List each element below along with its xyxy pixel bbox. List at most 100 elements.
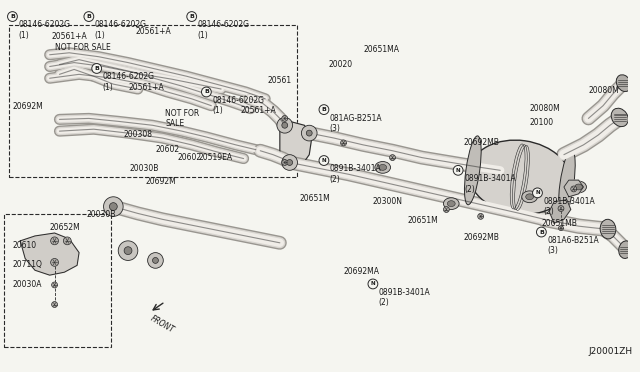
- Text: N: N: [456, 168, 460, 173]
- Polygon shape: [549, 200, 571, 223]
- Circle shape: [92, 64, 102, 73]
- Text: NOT FOR
SALE: NOT FOR SALE: [165, 109, 200, 128]
- Circle shape: [277, 118, 292, 133]
- Circle shape: [109, 203, 117, 211]
- Text: 0891B-3401A
(2): 0891B-3401A (2): [464, 174, 516, 194]
- Circle shape: [368, 279, 378, 289]
- Text: 200308: 200308: [123, 130, 152, 139]
- Text: N: N: [322, 158, 326, 163]
- Text: 20692MB: 20692MB: [463, 138, 499, 147]
- Circle shape: [287, 160, 292, 166]
- Text: 20602: 20602: [156, 145, 180, 154]
- Ellipse shape: [465, 136, 481, 205]
- Ellipse shape: [375, 161, 390, 173]
- Circle shape: [282, 155, 298, 170]
- Circle shape: [301, 125, 317, 141]
- Circle shape: [84, 12, 93, 22]
- Text: 20080M: 20080M: [530, 104, 561, 113]
- Text: 0891B-3401A
(2): 0891B-3401A (2): [543, 197, 595, 216]
- Circle shape: [559, 226, 563, 231]
- Ellipse shape: [600, 219, 616, 239]
- Text: 20610: 20610: [12, 241, 36, 250]
- Text: B: B: [10, 14, 15, 19]
- Text: 20300N: 20300N: [373, 197, 403, 206]
- Bar: [8, 25, 298, 177]
- Text: 0891B-3401A
(2): 0891B-3401A (2): [330, 164, 381, 184]
- Text: 08146-6202G
(1): 08146-6202G (1): [19, 20, 70, 40]
- Text: B: B: [189, 14, 194, 19]
- Text: 081A6-B251A
(3): 081A6-B251A (3): [547, 236, 599, 255]
- Text: 20519EA: 20519EA: [198, 153, 233, 162]
- Circle shape: [340, 140, 346, 146]
- Text: 0891B-3401A
(2): 0891B-3401A (2): [379, 288, 431, 307]
- Ellipse shape: [571, 181, 586, 193]
- Text: 20651M: 20651M: [300, 194, 330, 203]
- Text: B: B: [86, 14, 92, 19]
- Text: 20020: 20020: [329, 60, 353, 69]
- Circle shape: [282, 122, 288, 128]
- Circle shape: [532, 188, 542, 198]
- Circle shape: [152, 257, 158, 263]
- Polygon shape: [280, 121, 312, 164]
- Text: 20711Q: 20711Q: [12, 260, 42, 269]
- Circle shape: [8, 12, 17, 22]
- Text: 20651MB: 20651MB: [541, 219, 577, 228]
- Circle shape: [124, 247, 132, 254]
- Circle shape: [187, 12, 196, 22]
- Ellipse shape: [611, 108, 628, 126]
- Text: 20561+A: 20561+A: [52, 32, 88, 41]
- Ellipse shape: [522, 191, 538, 203]
- Text: 20602: 20602: [177, 153, 201, 162]
- Circle shape: [51, 259, 58, 266]
- Ellipse shape: [619, 241, 632, 259]
- Circle shape: [477, 214, 484, 219]
- Text: FRONT: FRONT: [149, 314, 176, 335]
- Text: N: N: [535, 190, 540, 195]
- Text: 20030A: 20030A: [12, 280, 42, 289]
- Ellipse shape: [575, 184, 582, 190]
- Text: B: B: [94, 66, 99, 71]
- Circle shape: [536, 227, 547, 237]
- Text: N: N: [371, 282, 375, 286]
- Text: 20030B: 20030B: [87, 209, 116, 218]
- Text: 08146-6202G
(1): 08146-6202G (1): [95, 20, 147, 40]
- Text: 20561+A: 20561+A: [136, 27, 172, 36]
- Text: B: B: [539, 230, 544, 234]
- Ellipse shape: [468, 140, 571, 214]
- Ellipse shape: [447, 201, 455, 206]
- Circle shape: [453, 166, 463, 175]
- Circle shape: [571, 186, 577, 192]
- Text: 20030B: 20030B: [130, 164, 159, 173]
- Polygon shape: [564, 180, 584, 197]
- Circle shape: [52, 302, 58, 308]
- Text: 20692MB: 20692MB: [463, 233, 499, 242]
- Ellipse shape: [559, 150, 575, 218]
- Text: 20651MA: 20651MA: [363, 45, 399, 54]
- Circle shape: [444, 206, 449, 212]
- Bar: [4, 214, 111, 347]
- Text: 20652M: 20652M: [50, 223, 81, 232]
- Circle shape: [319, 105, 329, 115]
- Text: J20001ZH: J20001ZH: [588, 347, 632, 356]
- Text: 08146-6202G
(1): 08146-6202G (1): [212, 96, 264, 115]
- Text: 20080M: 20080M: [588, 86, 619, 95]
- Text: 081AG-B251A
(3): 081AG-B251A (3): [330, 113, 383, 133]
- Circle shape: [104, 197, 123, 217]
- Text: 20561: 20561: [267, 76, 291, 85]
- Circle shape: [307, 130, 312, 136]
- Ellipse shape: [616, 75, 631, 92]
- Text: 20651M: 20651M: [407, 217, 438, 225]
- Text: 20692MA: 20692MA: [344, 267, 380, 276]
- Circle shape: [390, 155, 396, 161]
- Circle shape: [148, 253, 163, 268]
- Text: 08146-6202G
(1): 08146-6202G (1): [102, 73, 155, 92]
- Text: 20100: 20100: [530, 118, 554, 128]
- Circle shape: [282, 115, 288, 121]
- Circle shape: [558, 206, 564, 211]
- Text: B: B: [321, 107, 326, 112]
- Ellipse shape: [379, 164, 387, 170]
- Circle shape: [63, 237, 71, 245]
- Circle shape: [51, 237, 58, 245]
- Ellipse shape: [525, 194, 534, 200]
- Circle shape: [319, 155, 329, 166]
